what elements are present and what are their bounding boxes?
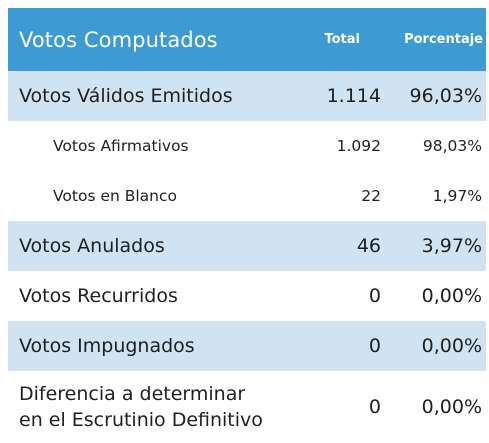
row-label-line-2: en el Escrutinio Definitivo [19,409,263,431]
row-label: Votos Impugnados [19,335,195,357]
row-total: 22 [361,187,381,205]
row-total: 0 [368,335,381,357]
row-percentage: 98,03% [422,137,482,155]
table-row: Votos Recurridos 0 0,00% [8,271,486,321]
row-label-line-1: Diferencia a determinar [19,383,246,405]
vote-results-table: Votos Computados Total Porcentaje Votos … [8,8,486,443]
row-label: Votos en Blanco [53,187,177,205]
row-percentage: 1,97% [432,187,482,205]
row-label: Votos Válidos Emitidos [19,85,233,107]
row-label: Votos Afirmativos [53,137,189,155]
column-header-percentage: Porcentaje [404,32,483,47]
table-row: Votos Anulados 46 3,97% [8,221,486,271]
row-percentage: 3,97% [421,235,482,257]
row-label: Votos Anulados [19,235,165,257]
row-percentage: 0,00% [421,396,482,418]
table-row: Votos en Blanco 22 1,97% [8,171,486,221]
table-header-row: Votos Computados Total Porcentaje [8,8,486,71]
row-label: Votos Recurridos [19,285,178,307]
table-title: Votos Computados [19,27,218,52]
row-total: 1.114 [326,85,381,107]
column-header-total: Total [324,32,360,47]
table-row: Votos Válidos Emitidos 1.114 96,03% [8,71,486,121]
row-percentage: 0,00% [421,335,482,357]
row-total: 1.092 [336,137,381,155]
table-row: Votos Afirmativos 1.092 98,03% [8,121,486,171]
row-total: 0 [368,285,381,307]
table-row: Diferencia a determinar en el Escrutinio… [8,371,486,443]
row-total: 46 [356,235,381,257]
row-percentage: 96,03% [409,85,482,107]
row-percentage: 0,00% [421,285,482,307]
row-label: Diferencia a determinar en el Escrutinio… [8,371,296,443]
row-total: 0 [368,396,381,418]
table-row: Votos Impugnados 0 0,00% [8,321,486,371]
